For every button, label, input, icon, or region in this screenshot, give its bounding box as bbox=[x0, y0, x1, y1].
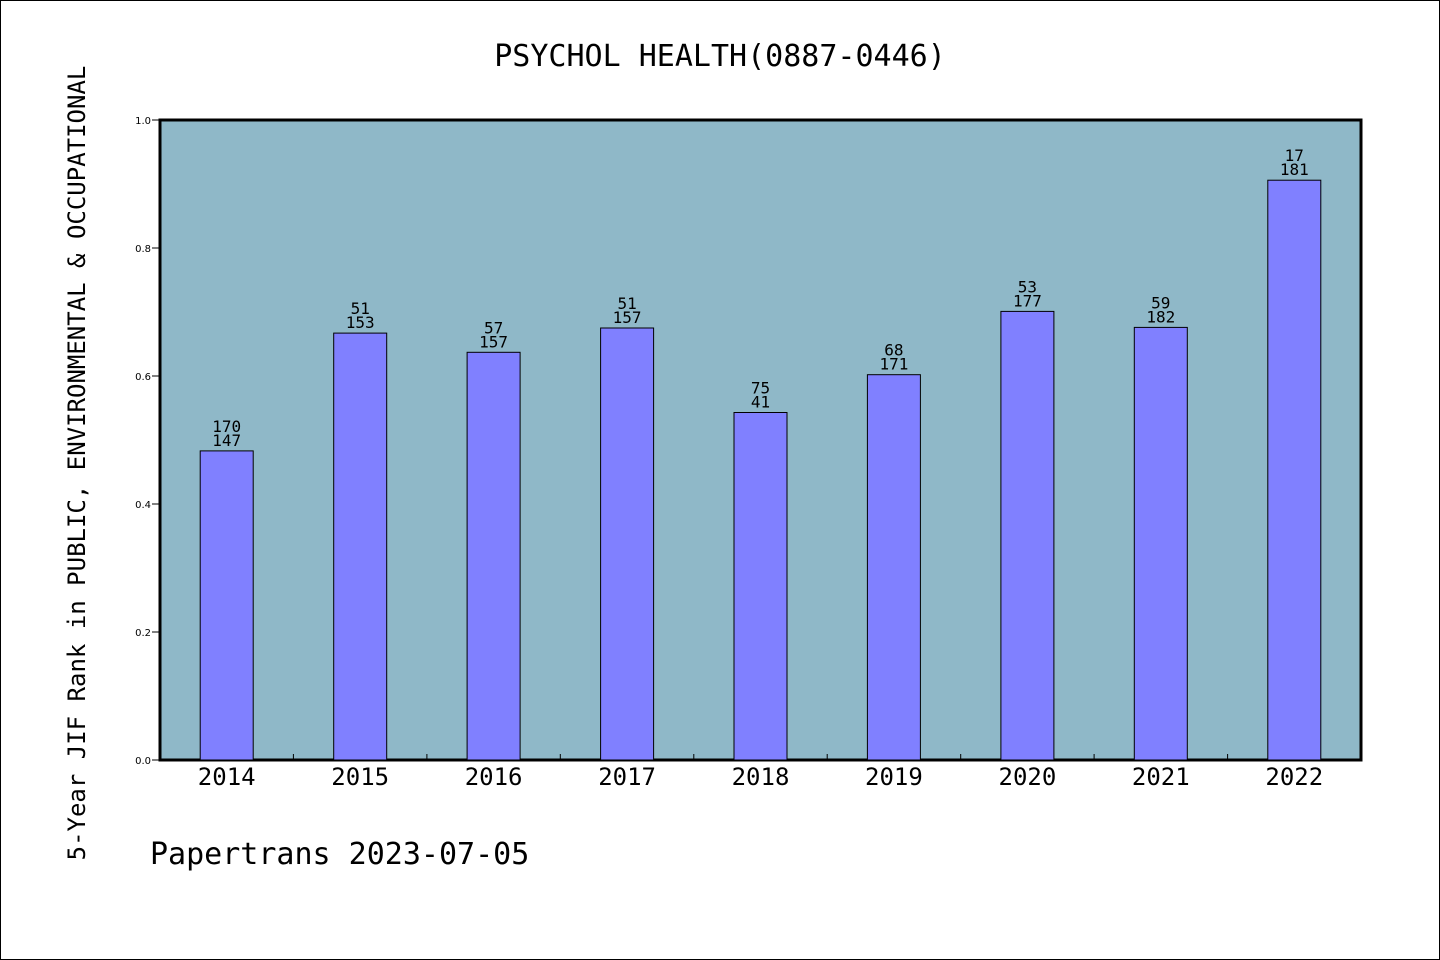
labels-layer: 1471701535115757157514175171681775318259… bbox=[212, 146, 1309, 450]
bar-label-bottom-2018: 41 bbox=[751, 393, 770, 412]
bar-label-bottom-2015: 153 bbox=[346, 313, 375, 332]
bar-label-bottom-2019: 171 bbox=[879, 355, 908, 374]
x-tick-label-2015: 2015 bbox=[331, 763, 389, 791]
bar-label-top-2016: 57 bbox=[484, 318, 503, 337]
x-tick-label-2017: 2017 bbox=[598, 763, 656, 791]
bar-label-bottom-2017: 157 bbox=[613, 308, 642, 327]
bar-label-bottom-2016: 157 bbox=[479, 332, 508, 351]
bar-label-top-2021: 59 bbox=[1151, 293, 1170, 312]
bar-label-bottom-2014: 147 bbox=[212, 431, 241, 450]
y-tick-label-0.2: 0.2 bbox=[135, 628, 151, 639]
y-tick-label-0.6: 0.6 bbox=[135, 372, 151, 383]
bar-2020 bbox=[1000, 310, 1055, 761]
x-tick-label-2016: 2016 bbox=[465, 763, 523, 791]
bar-2014 bbox=[199, 450, 254, 761]
x-tick-label-2019: 2019 bbox=[865, 763, 923, 791]
bars-layer bbox=[199, 179, 1322, 761]
y-axis-label: 5-Year JIF Rank in PUBLIC, ENVIRONMENTAL… bbox=[63, 66, 91, 861]
bar-2016 bbox=[466, 351, 521, 761]
bar-label-bottom-2021: 182 bbox=[1146, 307, 1175, 326]
bar-2019 bbox=[866, 374, 921, 761]
bar-label-top-2022: 17 bbox=[1285, 146, 1304, 165]
y-tick-label-0.8: 0.8 bbox=[135, 244, 151, 255]
bar-2018 bbox=[733, 412, 788, 761]
bar-2022 bbox=[1267, 179, 1322, 761]
y-tick-label-0.4: 0.4 bbox=[135, 500, 151, 511]
bar-2021 bbox=[1133, 326, 1188, 761]
bar-2015 bbox=[333, 332, 388, 761]
bar-label-top-2017: 51 bbox=[617, 294, 636, 313]
x-tick-label-2014: 2014 bbox=[198, 763, 256, 791]
bar-label-top-2018: 75 bbox=[751, 379, 770, 398]
bar-2017 bbox=[600, 327, 655, 761]
x-tick-label-2022: 2022 bbox=[1265, 763, 1323, 791]
x-tick-label-2020: 2020 bbox=[999, 763, 1057, 791]
bar-label-top-2014: 170 bbox=[212, 417, 241, 436]
y-tick-label-1.0: 1.0 bbox=[135, 116, 151, 127]
bar-label-top-2020: 53 bbox=[1018, 277, 1037, 296]
bar-label-top-2019: 68 bbox=[884, 341, 903, 360]
y-axis: 0.0 0.2 0.4 0.6 0.8 1.0 bbox=[135, 116, 160, 767]
chart-title: PSYCHOL HEALTH(0887-0446) bbox=[494, 39, 946, 74]
x-tick-label-2021: 2021 bbox=[1132, 763, 1190, 791]
bar-label-top-2015: 51 bbox=[351, 299, 370, 318]
bar-label-bottom-2020: 177 bbox=[1013, 291, 1042, 310]
x-tick-label-2018: 2018 bbox=[732, 763, 790, 791]
y-tick-label-0.0: 0.0 bbox=[135, 756, 151, 767]
bar-label-bottom-2022: 181 bbox=[1280, 160, 1309, 179]
footer-credit: Papertrans 2023-07-05 bbox=[150, 837, 529, 872]
x-axis: 2014 2015 2016 2017 2018 2019 2020 2021 2022 bbox=[198, 754, 1323, 791]
